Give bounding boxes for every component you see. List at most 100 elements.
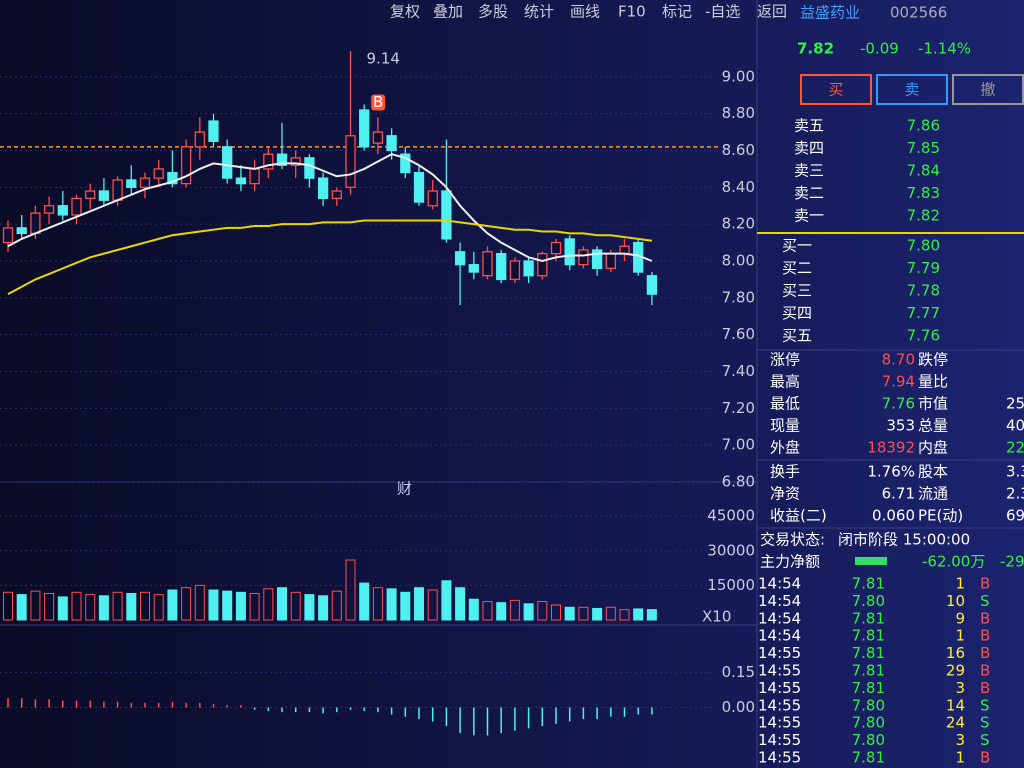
book-price: 7.80 bbox=[907, 237, 940, 255]
volume-bar bbox=[592, 607, 603, 621]
volume-bar bbox=[386, 588, 397, 621]
y-tick-label: 45000 bbox=[707, 507, 755, 525]
trade-volume: 10 bbox=[946, 592, 965, 610]
volume-bar bbox=[235, 591, 246, 621]
book-price: 7.83 bbox=[907, 184, 940, 202]
trade-side: S bbox=[980, 592, 990, 610]
y-tick-label: 7.60 bbox=[722, 325, 755, 343]
toolbar-item[interactable]: 标记 bbox=[662, 3, 692, 21]
volume-bar bbox=[345, 559, 356, 621]
stat-value: 22. bbox=[1006, 439, 1024, 457]
trade-price: 7.80 bbox=[852, 731, 885, 749]
trade-time: 14:55 bbox=[758, 731, 801, 749]
trade-time: 14:55 bbox=[758, 662, 801, 680]
volume-bar bbox=[98, 595, 109, 621]
trade-button[interactable] bbox=[952, 74, 1024, 105]
stat-value: 0.060 bbox=[872, 507, 915, 525]
trade-side: S bbox=[980, 696, 990, 714]
trade-time: 14:54 bbox=[758, 609, 801, 627]
trade-price: 7.81 bbox=[852, 662, 885, 680]
candle-body bbox=[153, 168, 164, 179]
trade-time: 14:54 bbox=[758, 627, 801, 645]
book-label: 买一 bbox=[782, 237, 812, 255]
candle-body bbox=[194, 131, 205, 148]
volume-bar bbox=[222, 590, 233, 621]
book-price: 7.79 bbox=[907, 259, 940, 277]
trade-button[interactable] bbox=[876, 74, 948, 105]
trade-volume: 9 bbox=[955, 609, 965, 627]
candle-body bbox=[317, 177, 329, 200]
toolbar-item[interactable]: 统计 bbox=[524, 3, 554, 21]
stat-label: 最低 bbox=[770, 395, 800, 413]
toolbar-item[interactable]: 画线 bbox=[570, 3, 600, 21]
book-label: 卖四 bbox=[794, 139, 824, 157]
y-tick-label: 8.20 bbox=[722, 215, 755, 233]
trade-price: 7.81 bbox=[852, 644, 885, 662]
candle-body bbox=[112, 179, 123, 201]
book-price: 7.84 bbox=[907, 162, 940, 180]
candle-body bbox=[427, 190, 438, 207]
trade-time: 14:55 bbox=[758, 714, 801, 732]
candle-body bbox=[454, 251, 466, 266]
trade-volume: 29 bbox=[946, 662, 965, 680]
stat-label: 外盘 bbox=[770, 439, 800, 457]
candle-body bbox=[30, 212, 41, 235]
trade-time: 14:54 bbox=[758, 592, 801, 610]
toolbar-item[interactable]: 叠加 bbox=[433, 3, 463, 21]
status-label: 交易状态: bbox=[760, 531, 825, 549]
toolbar-item[interactable]: -自选 bbox=[705, 3, 740, 21]
net-flow-bar bbox=[855, 557, 887, 565]
candle-body bbox=[71, 197, 82, 216]
buy-marker-box bbox=[371, 94, 386, 111]
candle-body bbox=[16, 227, 27, 235]
toolbar-item[interactable]: F10 bbox=[618, 3, 646, 21]
candle-body bbox=[359, 109, 370, 148]
stat-label: 跌停 bbox=[918, 351, 948, 369]
volume-bar bbox=[619, 609, 630, 621]
candle-body bbox=[139, 177, 151, 188]
stat-value: 2.32 bbox=[1006, 485, 1024, 503]
y-tick-label: 8.60 bbox=[722, 141, 755, 159]
stat-label: 涨停 bbox=[770, 351, 800, 369]
trade-button-label[interactable]: 撤 bbox=[980, 81, 995, 99]
book-price: 7.78 bbox=[907, 282, 940, 300]
book-label: 买二 bbox=[782, 259, 812, 277]
candle-body bbox=[235, 177, 247, 185]
trade-button-label[interactable]: 卖 bbox=[904, 81, 919, 99]
toolbar-item[interactable]: 返回 bbox=[757, 3, 787, 21]
volume-bar bbox=[112, 591, 123, 621]
book-label: 买五 bbox=[782, 327, 812, 345]
volume-bar bbox=[140, 591, 150, 621]
trade-button[interactable] bbox=[800, 74, 872, 105]
stat-value: 18392 bbox=[867, 439, 915, 457]
trade-volume: 3 bbox=[955, 679, 965, 697]
book-label: 买三 bbox=[782, 282, 812, 300]
volume-bar bbox=[71, 591, 82, 621]
y-tick-label: 8.40 bbox=[722, 178, 755, 196]
volume-bar bbox=[646, 609, 657, 621]
toolbar-item[interactable]: 多股 bbox=[478, 3, 508, 21]
candle-body bbox=[276, 153, 288, 166]
net-flow-value: -62.00万 bbox=[922, 553, 985, 571]
volume-bar bbox=[249, 592, 260, 621]
buy-marker: B bbox=[373, 93, 383, 111]
stat-label: PE(动) bbox=[918, 507, 963, 525]
volume-bar bbox=[16, 594, 27, 621]
candle-body bbox=[578, 249, 589, 266]
candle-body bbox=[345, 135, 356, 188]
trade-volume: 1 bbox=[955, 627, 965, 645]
trade-time: 14:54 bbox=[758, 575, 801, 593]
trade-volume: 16 bbox=[946, 644, 965, 662]
candle-body bbox=[304, 157, 315, 179]
high-label: 9.14 bbox=[367, 50, 400, 68]
trade-side: B bbox=[980, 662, 990, 680]
volume-bar bbox=[290, 591, 301, 621]
volume-bar bbox=[427, 589, 438, 621]
candle-body bbox=[509, 260, 521, 281]
trade-button-label[interactable]: 买 bbox=[828, 81, 843, 99]
stat-label: 换手 bbox=[770, 463, 800, 481]
toolbar-item[interactable]: 复权 bbox=[390, 3, 420, 21]
candle-body bbox=[619, 245, 630, 255]
volume-bar bbox=[455, 587, 466, 621]
